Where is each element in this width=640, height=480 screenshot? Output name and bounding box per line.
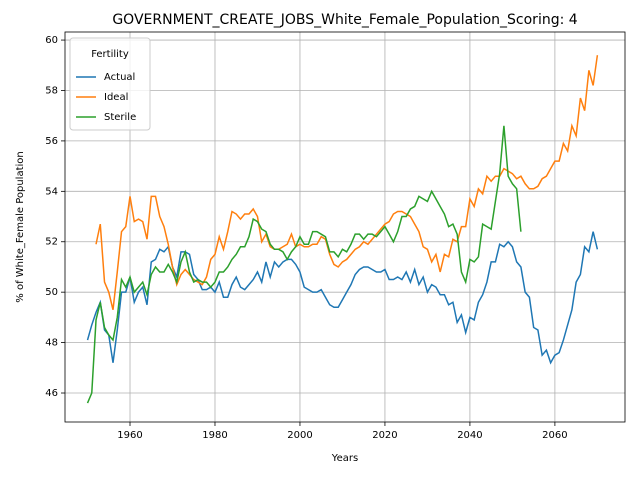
- legend-label: Sterile: [104, 112, 136, 123]
- data-line: [86, 231, 599, 365]
- data-line: [95, 55, 599, 310]
- legend-title: Fertility: [91, 49, 129, 60]
- legend-label: Actual: [104, 72, 135, 83]
- y-axis-label: % of White_Female Population: [15, 151, 26, 302]
- y-tick-label: 46: [45, 388, 58, 399]
- y-tick-label: 50: [45, 287, 58, 298]
- chart-title: GOVERNMENT_CREATE_JOBS_White_Female_Popu…: [112, 12, 577, 28]
- y-tick-label: 56: [45, 136, 58, 147]
- x-tick-label: 1980: [202, 430, 227, 441]
- x-tick-label: 2040: [457, 430, 482, 441]
- legend-label: Ideal: [104, 92, 128, 103]
- x-tick-label: 2020: [372, 430, 397, 441]
- grid: 1960 1980 2000 2020 2040 2060 46 48 50 52 54 56 58 60: [45, 32, 625, 441]
- x-tick-label: 2060: [542, 430, 567, 441]
- plot-lines: [86, 55, 599, 404]
- x-tick-label: 2000: [287, 430, 312, 441]
- y-tick-label: 54: [45, 186, 58, 197]
- y-tick-label: 58: [45, 85, 58, 96]
- y-tick-label: 52: [45, 237, 58, 248]
- legend-box: [69, 37, 151, 131]
- x-tick-label: 1960: [117, 430, 142, 441]
- x-axis-label: Years: [331, 453, 358, 464]
- plot-frame: [64, 31, 626, 423]
- y-tick-label: 60: [45, 35, 58, 46]
- legend: Fertility Actual Ideal Sterile: [69, 37, 151, 131]
- data-line: [86, 125, 522, 404]
- y-tick-label: 48: [45, 338, 58, 349]
